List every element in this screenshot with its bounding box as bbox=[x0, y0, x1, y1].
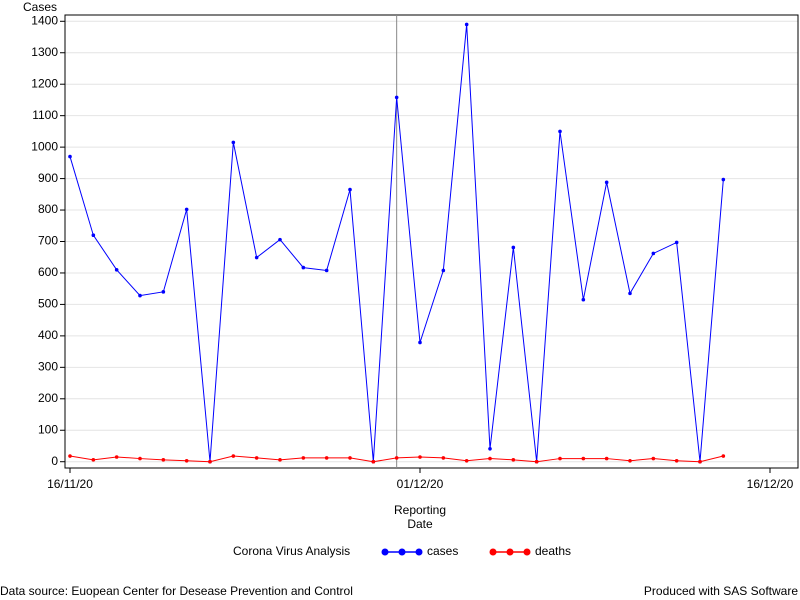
data-point bbox=[534, 459, 539, 464]
data-point bbox=[68, 454, 72, 458]
y-tick-label: 1200 bbox=[31, 76, 58, 90]
data-point bbox=[721, 454, 726, 458]
x-tick-label: 01/12/20 bbox=[397, 477, 444, 491]
legend-title: Corona Virus Analysis bbox=[233, 544, 350, 558]
data-point bbox=[721, 177, 726, 182]
y-tick-label: 900 bbox=[38, 171, 58, 185]
data-point bbox=[604, 456, 609, 461]
data-point bbox=[114, 455, 119, 459]
data-point bbox=[581, 456, 586, 461]
data-point bbox=[558, 456, 562, 461]
x-axis-label-line: Date bbox=[407, 517, 433, 531]
data-point bbox=[278, 237, 282, 242]
data-point bbox=[394, 95, 399, 100]
data-point bbox=[231, 140, 236, 145]
y-tick-label: 100 bbox=[38, 422, 58, 436]
data-point bbox=[301, 456, 306, 460]
data-point bbox=[394, 456, 399, 460]
y-tick-label: 1300 bbox=[31, 45, 58, 59]
footnote-left: Data source: Euopean Center for Desease … bbox=[0, 584, 353, 598]
data-point bbox=[628, 291, 632, 296]
data-point bbox=[161, 290, 166, 294]
data-point bbox=[324, 268, 329, 273]
data-point bbox=[161, 458, 166, 462]
data-point bbox=[511, 245, 516, 250]
data-point bbox=[278, 458, 282, 462]
legend-label: cases bbox=[427, 544, 458, 558]
legend-marker bbox=[489, 548, 497, 556]
legend-marker bbox=[398, 548, 406, 556]
y-tick-label: 1100 bbox=[32, 108, 58, 122]
data-point bbox=[581, 297, 586, 302]
data-point bbox=[441, 268, 446, 273]
data-point bbox=[674, 240, 679, 245]
data-point bbox=[441, 456, 446, 460]
data-point bbox=[698, 459, 702, 464]
x-axis-label: Reporting Date bbox=[394, 503, 446, 531]
y-tick-label: 1000 bbox=[31, 139, 58, 153]
x-tick-label: 16/11/20 bbox=[47, 477, 93, 491]
y-tick-label: 300 bbox=[38, 360, 58, 374]
data-point bbox=[488, 456, 492, 461]
x-tick-label: 16/12/20 bbox=[747, 477, 794, 491]
y-tick-label: 700 bbox=[38, 234, 58, 248]
data-point bbox=[418, 455, 422, 459]
legend-marker bbox=[523, 548, 531, 556]
data-point bbox=[91, 458, 96, 462]
y-tick-label: 1400 bbox=[31, 13, 58, 27]
data-point bbox=[114, 268, 119, 272]
data-point bbox=[231, 454, 236, 458]
data-point bbox=[604, 180, 609, 185]
data-point bbox=[208, 459, 212, 464]
legend-marker bbox=[415, 548, 423, 556]
data-point bbox=[371, 459, 376, 464]
data-point bbox=[464, 458, 469, 463]
x-axis-label-line: Reporting bbox=[394, 503, 446, 517]
data-point bbox=[674, 458, 679, 463]
data-point bbox=[628, 458, 632, 463]
data-point bbox=[488, 447, 492, 451]
y-tick-label: 400 bbox=[38, 328, 58, 342]
data-point bbox=[254, 255, 259, 260]
legend-marker bbox=[506, 548, 514, 556]
data-point bbox=[91, 233, 96, 238]
data-point bbox=[324, 456, 329, 460]
y-tick-label: 0 bbox=[51, 454, 58, 468]
data-point bbox=[418, 340, 422, 345]
data-point bbox=[348, 456, 352, 460]
data-point bbox=[511, 458, 516, 462]
data-point bbox=[138, 456, 142, 461]
legend-label: deaths bbox=[535, 544, 571, 558]
data-point bbox=[184, 207, 189, 212]
data-point bbox=[651, 456, 656, 461]
data-point bbox=[138, 293, 142, 298]
data-point bbox=[464, 22, 469, 27]
y-tick-label: 800 bbox=[38, 202, 58, 216]
data-point bbox=[301, 265, 306, 270]
y-axis-label: Cases bbox=[23, 0, 57, 14]
data-point bbox=[254, 456, 259, 460]
footnote-right: Produced with SAS Software bbox=[644, 584, 798, 598]
y-tick-label: 200 bbox=[38, 391, 58, 405]
data-point bbox=[184, 458, 189, 463]
data-point bbox=[558, 129, 562, 134]
legend-marker bbox=[381, 548, 389, 556]
data-point bbox=[348, 187, 352, 192]
y-tick-label: 500 bbox=[38, 297, 58, 311]
plot-frame bbox=[64, 14, 799, 469]
data-point bbox=[651, 251, 656, 256]
y-tick-label: 600 bbox=[38, 265, 58, 279]
data-point bbox=[68, 154, 72, 159]
